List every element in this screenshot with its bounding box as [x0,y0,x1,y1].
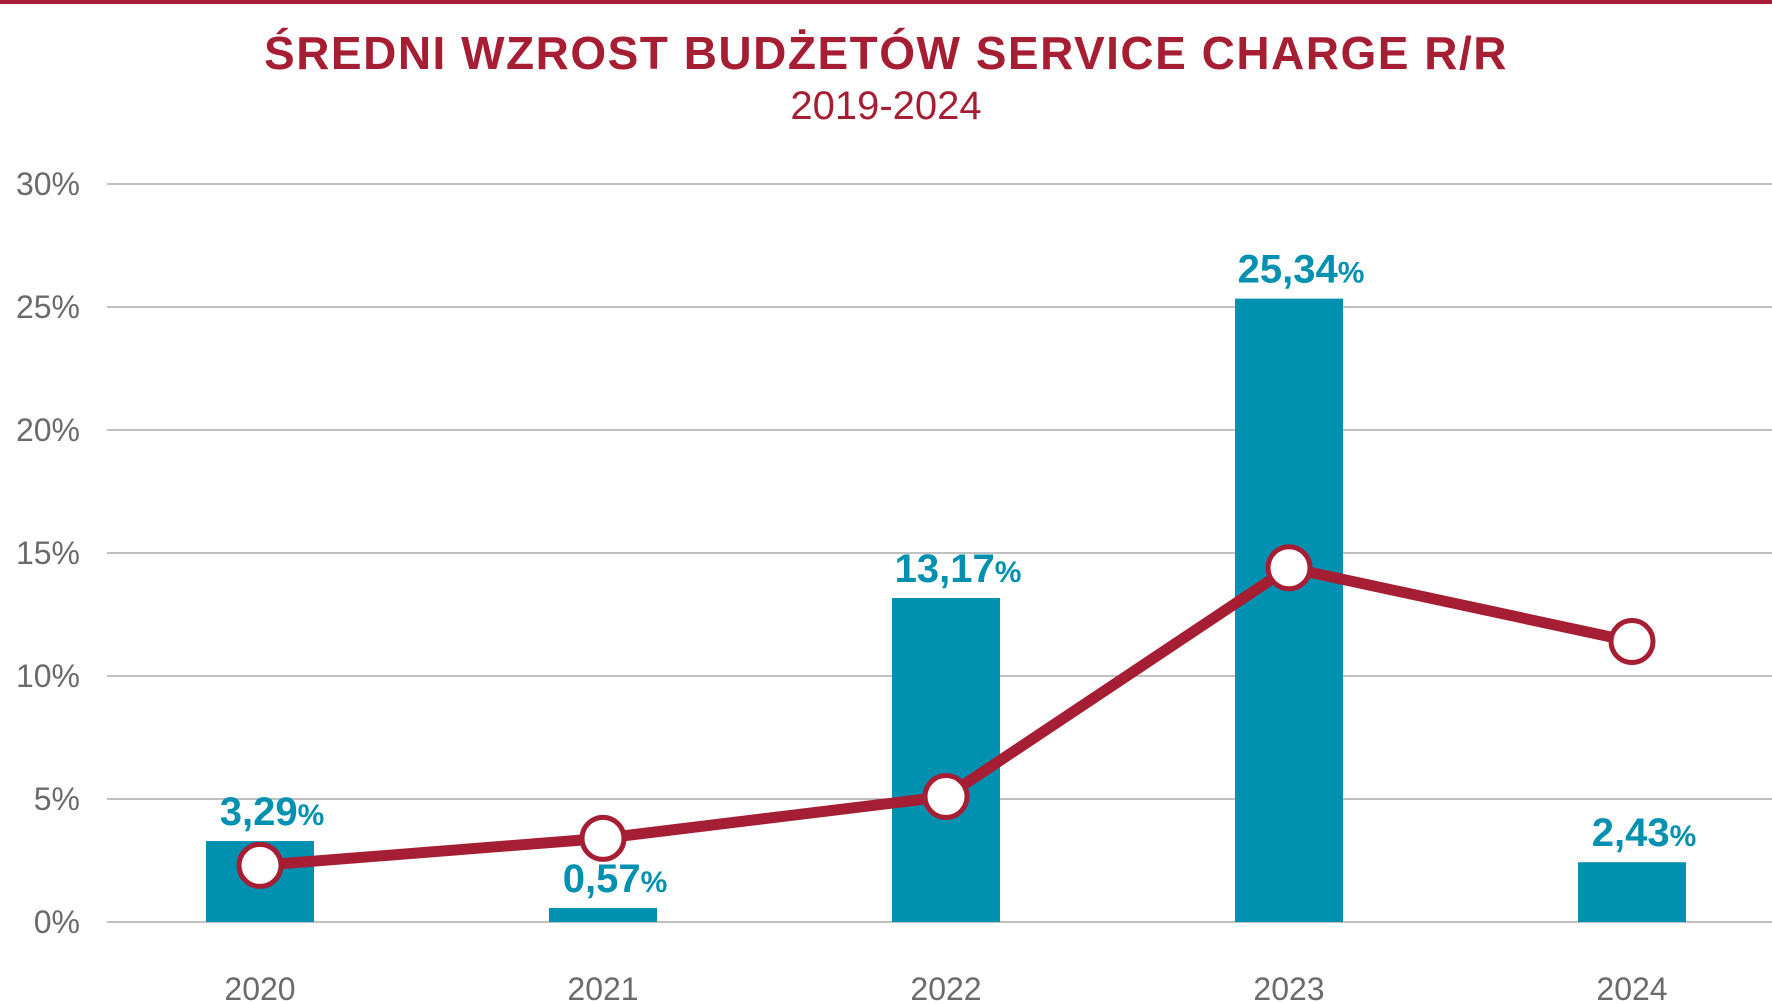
bar-value-number: 25,34 [1238,248,1339,292]
top-rule [0,0,1772,4]
line-series [236,544,1656,889]
bar-value-label: 25,34% [1238,248,1365,292]
y-tick-label: 10% [16,658,80,694]
bar-value-number: 2,43 [1592,811,1670,855]
bar-value-label: 0,57% [563,857,668,901]
y-tick-label: 15% [16,535,80,571]
y-tick-label: 20% [16,412,80,448]
y-tick-label: 25% [16,289,80,325]
x-tick-label: 2021 [567,971,638,1004]
bar-value-unit: % [298,799,325,832]
bar [549,907,657,922]
bar-value-number: 3,29 [220,790,298,834]
bar-value-labels: 3,29%0,57%13,17%25,34%2,43% [220,248,1697,901]
bar-series [206,298,1686,922]
x-tick-label: 2022 [910,971,981,1004]
bar-value-unit: % [1338,257,1365,290]
x-tick-label: 2024 [1596,971,1667,1004]
chart-title: ŚREDNI WZROST BUDŻETÓW SERVICE CHARGE R/… [264,27,1508,79]
bar-value-label: 2,43% [1592,811,1697,855]
x-tick-label: 2023 [1253,971,1324,1004]
line-marker [236,841,284,889]
y-tick-label: 5% [34,781,80,817]
line-marker [1265,544,1313,592]
bar-value-label: 3,29% [220,790,325,834]
y-tick-label: 0% [34,904,80,940]
line-marker [922,773,970,821]
bar [1578,862,1686,922]
x-tick-label: 2020 [224,971,295,1004]
x-axis-ticks: 2020 2021 2022 2023 2024 [224,971,1667,1004]
bar-value-number: 13,17 [895,547,995,591]
chart-subtitle: 2019-2024 [790,84,982,128]
bar-value-number: 0,57 [563,857,641,901]
bar-value-label: 13,17% [895,547,1022,591]
bar-value-unit: % [641,866,668,899]
bar [1235,298,1343,922]
bar [892,598,1000,922]
y-tick-label: 30% [16,166,80,202]
y-axis-ticks: 0% 5% 10% 15% 20% 25% 30% [16,166,80,940]
line-marker [579,814,627,862]
line-marker [1608,618,1656,666]
bar-value-unit: % [1670,820,1697,853]
bar-value-unit: % [995,556,1022,589]
